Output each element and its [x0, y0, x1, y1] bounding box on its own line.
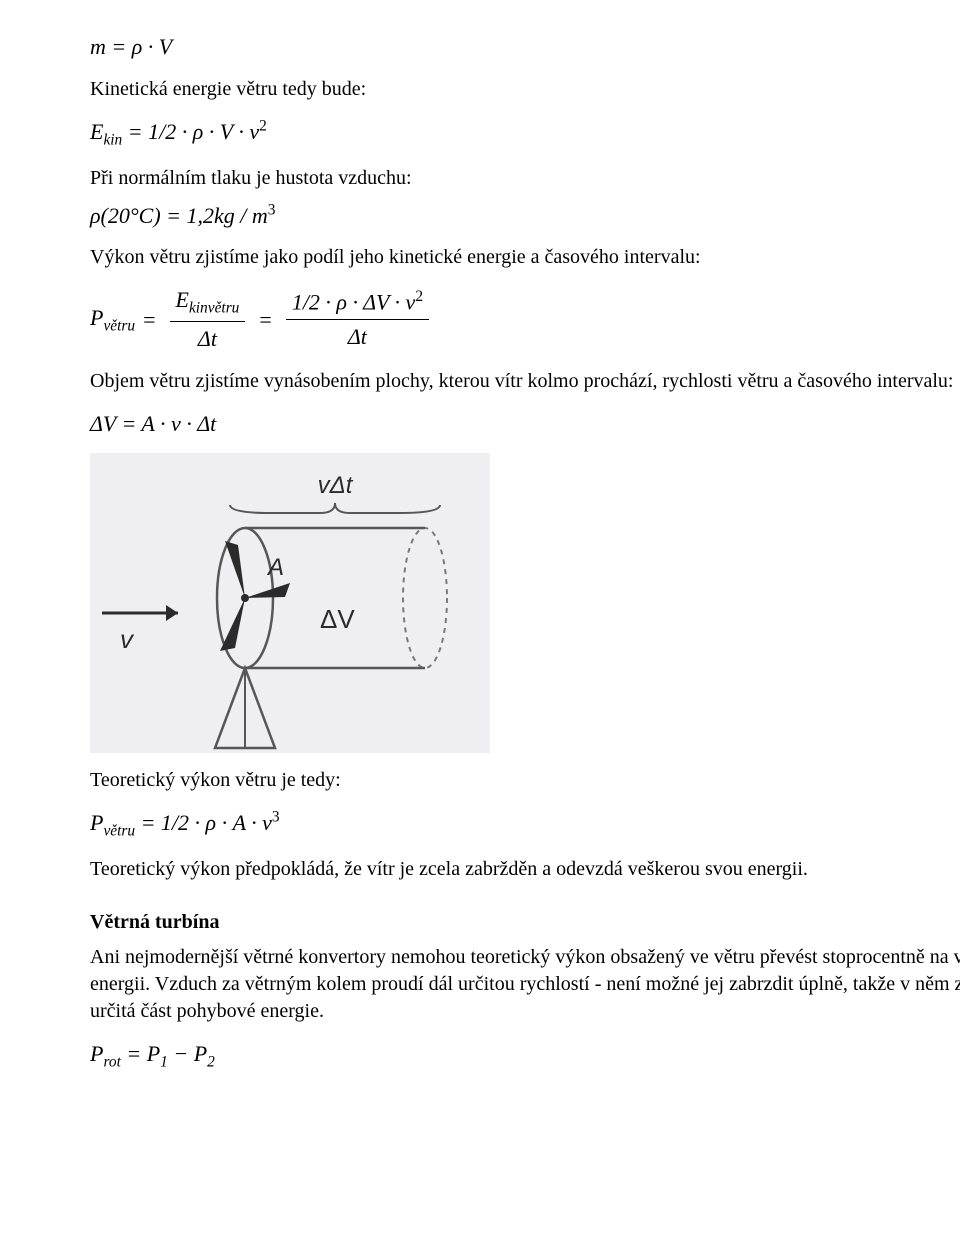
figure-label-dv: ΔV [320, 604, 355, 634]
equation-rotor-power: Prot = P1 − P2 [90, 1039, 960, 1073]
para-text: Kinetická energie větru tedy bude: [90, 78, 366, 100]
heading-wind-turbine: Větrná turbína [90, 909, 960, 936]
eq-lhs: Pvětru [90, 303, 135, 337]
fraction-1-num: Ekinvětru [170, 285, 246, 322]
figure-wind-turbine-cylinder: vΔt A ΔV v [90, 453, 960, 753]
para-text: Objem větru zjistíme vynásobením plochy,… [90, 370, 953, 392]
eq-text: Pvětru = 1/2 · ρ · A · v3 [90, 810, 280, 835]
para-text: Teoretický výkon předpokládá, že vítr je… [90, 858, 808, 880]
figure-svg: vΔt A ΔV v [90, 453, 490, 753]
para-text: Teoretický výkon větru je tedy: [90, 769, 341, 791]
eq-text: Ekin = 1/2 · ρ · V · v2 [90, 119, 267, 144]
equals-sign: = [259, 305, 271, 335]
equation-air-density: ρ(20°C) = 1,2kg / m3 [90, 200, 960, 230]
eq-text: Prot = P1 − P2 [90, 1041, 215, 1066]
figure-label-vdt: vΔt [318, 472, 354, 499]
paragraph-air-density: Při normálním tlaku je hustota vzduchu: [90, 165, 960, 192]
eq-text: ΔV = A · v · Δt [90, 411, 216, 436]
paragraph-theoretical-power-intro: Teoretický výkon větru je tedy: [90, 767, 960, 794]
paragraph-wind-power-intro: Výkon větru zjistíme jako podíl jeho kin… [90, 244, 960, 271]
figure-background [90, 453, 490, 753]
equation-wind-power: Pvětru = Ekinvětru Δt = 1/2 · ρ · ΔV · v… [90, 285, 960, 354]
paragraph-kinetic-energy-intro: Kinetická energie větru tedy bude: [90, 76, 960, 103]
para-text: Při normálním tlaku je hustota vzduchu: [90, 167, 412, 189]
equation-theoretical-power: Pvětru = 1/2 · ρ · A · v3 [90, 808, 960, 843]
para-text: Výkon větru zjistíme jako podíl jeho kin… [90, 246, 701, 268]
eq-text: m = ρ · V [90, 34, 172, 59]
paragraph-wind-turbine-body: Ani nejmodernější větrné konvertory nemo… [90, 944, 960, 1025]
equation-wind-volume: ΔV = A · v · Δt [90, 409, 960, 439]
fraction-2: 1/2 · ρ · ΔV · v2 Δt [286, 287, 429, 352]
fraction-2-num: 1/2 · ρ · ΔV · v2 [286, 287, 429, 320]
equals-sign: = [143, 305, 155, 335]
fraction-2-den: Δt [286, 320, 429, 352]
figure-label-v: v [120, 624, 135, 654]
fraction-1: Ekinvětru Δt [170, 285, 246, 354]
eq-text: ρ(20°C) = 1,2kg / m3 [90, 203, 276, 228]
equation-mass: m = ρ · V [90, 32, 960, 62]
paragraph-wind-volume-intro: Objem větru zjistíme vynásobením plochy,… [90, 368, 960, 395]
fraction-1-den: Δt [170, 322, 246, 354]
figure-label-a: A [266, 554, 284, 581]
para-text: Ani nejmodernější větrné konvertory nemo… [90, 946, 960, 1022]
equation-kinetic-energy: Ekin = 1/2 · ρ · V · v2 [90, 117, 960, 152]
heading-text: Větrná turbína [90, 911, 219, 933]
paragraph-theoretical-power-note: Teoretický výkon předpokládá, že vítr je… [90, 856, 960, 883]
